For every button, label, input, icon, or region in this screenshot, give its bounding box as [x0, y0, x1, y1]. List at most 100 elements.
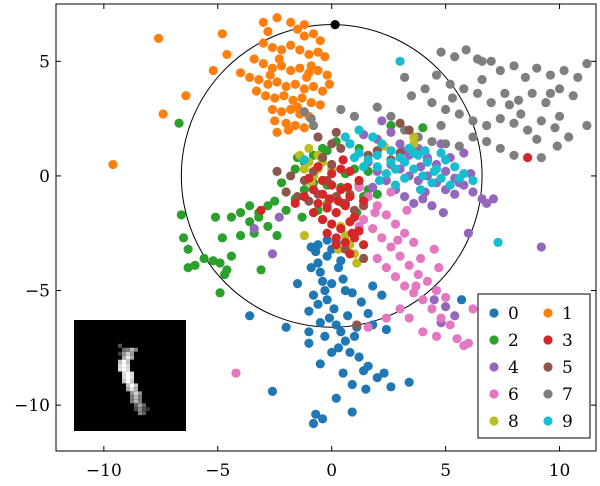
data-point [349, 205, 360, 215]
data-point [263, 26, 273, 37]
data-point [459, 148, 469, 158]
data-point [267, 249, 278, 259]
data-point [400, 72, 410, 82]
data-point [520, 72, 530, 82]
inset-pixel [130, 387, 134, 392]
data-point [281, 81, 291, 92]
data-point [486, 56, 496, 66]
inset-pixel [126, 387, 130, 392]
inset-pixel [122, 367, 126, 372]
inset-pixel [122, 371, 126, 376]
data-point [509, 61, 519, 71]
data-point [377, 233, 387, 243]
data-point [317, 414, 328, 424]
data-point [404, 377, 414, 387]
data-point [306, 242, 316, 252]
data-point [281, 205, 291, 215]
data-point [418, 123, 428, 133]
data-point [327, 180, 337, 190]
legend-marker-6 [489, 389, 499, 399]
data-point [495, 114, 505, 124]
data-point [324, 313, 335, 323]
data-point [568, 91, 578, 101]
data-point [299, 191, 309, 202]
inset-pixel [134, 387, 138, 392]
data-point [438, 208, 448, 218]
inset-pixel [146, 407, 150, 412]
data-point [249, 54, 259, 64]
legend-label-4: 4 [508, 358, 519, 378]
data-point [441, 104, 451, 115]
data-point [347, 228, 357, 238]
data-point [386, 157, 396, 167]
data-point [358, 253, 369, 264]
inset-pixel [118, 363, 122, 368]
data-point [427, 304, 437, 314]
data-point [452, 334, 462, 344]
data-point [459, 340, 469, 351]
data-point [536, 116, 546, 126]
data-point [258, 38, 268, 48]
data-point [290, 198, 300, 209]
data-point [340, 237, 350, 247]
data-point [564, 132, 574, 142]
data-point [272, 77, 282, 87]
data-point [390, 219, 401, 229]
data-point [299, 123, 309, 133]
y-tick-label: −10 [14, 396, 50, 416]
inset-pixel [126, 363, 130, 368]
data-point [261, 91, 271, 101]
data-point [340, 285, 350, 296]
data-point [272, 13, 282, 23]
data-point [488, 194, 499, 204]
legend-marker-1 [543, 308, 553, 318]
data-point [267, 42, 278, 53]
data-point [235, 230, 246, 241]
x-tick-label: 0 [326, 461, 337, 481]
data-point [274, 212, 284, 222]
inset-pixel [118, 359, 122, 364]
data-point [372, 253, 382, 264]
data-point [320, 52, 330, 62]
data-point [554, 111, 565, 121]
data-point [313, 162, 323, 172]
inset-pixel [126, 347, 130, 352]
data-point [377, 139, 387, 149]
inset-pixel [142, 403, 146, 408]
data-point [454, 173, 464, 183]
data-point [158, 109, 168, 119]
inset-pixel [138, 407, 142, 412]
data-point [336, 327, 346, 337]
data-point [317, 214, 328, 225]
data-point [420, 146, 430, 156]
highlight-point [330, 20, 340, 30]
data-point [400, 228, 410, 238]
data-point [308, 29, 319, 39]
data-point [245, 311, 255, 321]
legend-marker-2 [489, 335, 499, 345]
data-point [381, 313, 391, 323]
data-point [441, 292, 451, 303]
series-7 [299, 45, 592, 163]
data-point [299, 20, 309, 30]
data-point [495, 143, 505, 154]
legend-marker-0 [489, 308, 499, 318]
data-point [431, 70, 442, 80]
data-point [429, 244, 439, 254]
data-point [482, 120, 492, 131]
data-point [441, 301, 451, 312]
inset-pixel [122, 379, 126, 384]
data-point [372, 162, 382, 172]
data-point [317, 175, 328, 186]
data-point [315, 318, 325, 328]
series-0 [245, 235, 467, 429]
inset-pixel [130, 383, 134, 388]
legend-label-6: 6 [508, 385, 519, 405]
data-point [349, 331, 360, 341]
data-point [108, 159, 118, 170]
y-tick-label: 0 [39, 167, 50, 187]
inset-pixel [134, 391, 138, 396]
data-point [354, 125, 364, 135]
data-point [331, 393, 341, 403]
